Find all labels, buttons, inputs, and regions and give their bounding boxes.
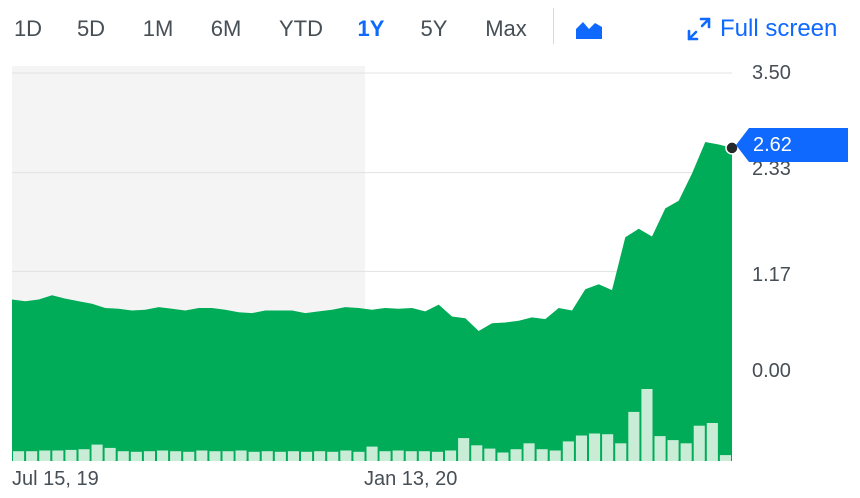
volume-bar (641, 389, 653, 461)
range-6m-button[interactable]: 6M (210, 16, 242, 41)
volume-bar (458, 438, 470, 461)
volume-bar (91, 444, 103, 461)
volume-bar (445, 450, 457, 461)
fullscreen-label: Full screen (720, 15, 838, 42)
x-tick-label: Jan 13, 20 (364, 468, 458, 490)
volume-bar (523, 443, 535, 461)
volume-bar (261, 451, 273, 461)
range-ytd-button[interactable]: YTD (279, 16, 323, 41)
volume-bar (667, 440, 679, 461)
current-price-marker (725, 141, 739, 155)
volume-bar (693, 425, 705, 461)
volume-bar (13, 451, 25, 461)
y-tick-label: 3.50 (752, 62, 791, 84)
range-1y-button[interactable]: 1Y (357, 16, 385, 41)
toolbar-divider (553, 8, 554, 44)
volume-bar (719, 455, 731, 461)
volume-bar (589, 433, 601, 461)
volume-bar (209, 451, 221, 461)
volume-bar (65, 449, 77, 461)
fullscreen-button[interactable]: Full screen (686, 13, 837, 45)
volume-bar (117, 451, 129, 461)
volume-bar (183, 451, 195, 461)
volume-bar (157, 450, 169, 461)
volume-bar (549, 450, 561, 461)
range-1d-button[interactable]: 1D (13, 16, 43, 41)
x-tick-label: Jul 15, 19 (12, 468, 99, 490)
price-area (12, 142, 732, 461)
volume-bar (615, 443, 627, 461)
volume-bar (52, 450, 64, 461)
volume-bar (235, 450, 247, 461)
y-tick-label: 0.00 (752, 360, 791, 382)
volume-bar (222, 451, 234, 461)
range-1m-button[interactable]: 1M (142, 16, 174, 41)
range-max-button[interactable]: Max (485, 16, 527, 41)
volume-bar (680, 443, 692, 461)
volume-bar (497, 452, 509, 461)
volume-bar (510, 449, 522, 461)
range-5d-button[interactable]: 5D (76, 16, 106, 41)
volume-bar (301, 451, 313, 461)
volume-bar (274, 451, 286, 461)
volume-bar (196, 450, 208, 461)
range-5y-button[interactable]: 5Y (420, 16, 448, 41)
volume-bar (327, 451, 339, 461)
volume-bar (26, 451, 38, 461)
y-tick-label: 1.17 (752, 264, 791, 286)
volume-bar (130, 451, 142, 461)
volume-bar (392, 450, 404, 461)
volume-bar (353, 451, 365, 461)
volume-bar (366, 446, 378, 461)
volume-bar (706, 423, 718, 461)
volume-bar (170, 451, 182, 461)
volume-bar (418, 451, 430, 461)
volume-bar (602, 434, 614, 461)
volume-bar (143, 451, 155, 461)
volume-bar (340, 450, 352, 461)
volume-bar (39, 450, 51, 461)
current-price-label: 2.62 (753, 134, 792, 156)
mountain-chart-icon[interactable] (574, 17, 606, 41)
volume-bar (314, 451, 326, 461)
volume-bar (431, 451, 443, 461)
volume-bar (536, 449, 548, 461)
volume-bar (405, 451, 417, 461)
expand-arrows-icon (687, 17, 711, 41)
volume-bar (287, 451, 299, 461)
volume-bar (628, 411, 640, 461)
chart-toolbar: 1D 5D 1M 6M YTD 1Y 5Y Max Full screen (0, 0, 860, 56)
volume-bar (379, 451, 391, 461)
volume-bar (484, 448, 496, 461)
y-tick-label: 2.33 (752, 158, 791, 180)
volume-bar (78, 449, 90, 461)
volume-bar (575, 435, 587, 461)
volume-bar (248, 451, 260, 461)
volume-bar (471, 445, 483, 461)
volume-bar (654, 436, 666, 461)
volume-bar (104, 447, 116, 461)
current-price-badge: 2.62 (736, 128, 848, 162)
volume-bar (562, 441, 574, 461)
